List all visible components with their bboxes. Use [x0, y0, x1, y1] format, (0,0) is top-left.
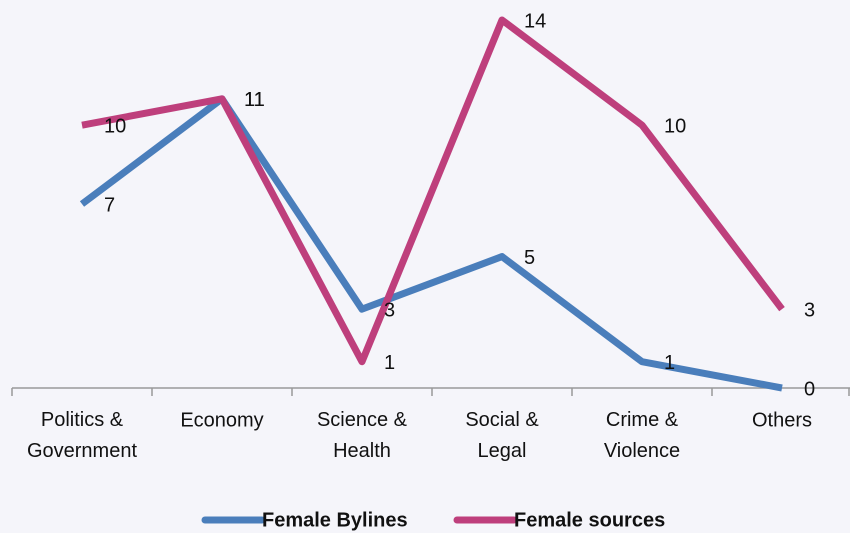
x-tick-label: Crime & Violence — [604, 409, 680, 462]
data-label: 1 — [384, 352, 395, 374]
data-label: 1 — [664, 352, 675, 374]
x-tick-label: Economy — [180, 409, 263, 431]
data-label: 10 — [664, 115, 686, 137]
x-tick-label: Social & Legal — [465, 409, 539, 462]
data-label: 10 — [104, 115, 126, 137]
data-label: 7 — [104, 194, 115, 216]
data-label: 5 — [524, 247, 535, 269]
x-tick-label: Science & Health — [317, 409, 408, 462]
legend-label: Female Bylines — [262, 509, 408, 531]
legend-label: Female sources — [514, 509, 665, 531]
x-tick-label-line: Government — [27, 440, 137, 462]
data-label: 3 — [804, 299, 815, 321]
data-label: 11 — [244, 89, 265, 111]
line — [79, 95, 783, 392]
x-tick-label-line: Crime & — [606, 409, 679, 431]
data-label: 11 — [244, 89, 265, 111]
data-label: 3 — [384, 299, 395, 321]
x-tick-label: Politics & Government — [27, 409, 137, 462]
x-tick-label-line: Health — [333, 440, 391, 462]
data-label: 14 — [524, 10, 546, 32]
data-label: 0 — [804, 378, 815, 400]
x-tick-label-line: Social & — [465, 409, 539, 431]
x-tick-label-line: Violence — [604, 440, 680, 462]
x-tick-label: Others — [752, 409, 812, 431]
line — [81, 16, 785, 366]
x-tick-label-line: Legal — [478, 440, 527, 462]
x-tick-label-line: Science & — [317, 409, 408, 431]
x-tick-label-line: Politics & — [41, 409, 124, 431]
